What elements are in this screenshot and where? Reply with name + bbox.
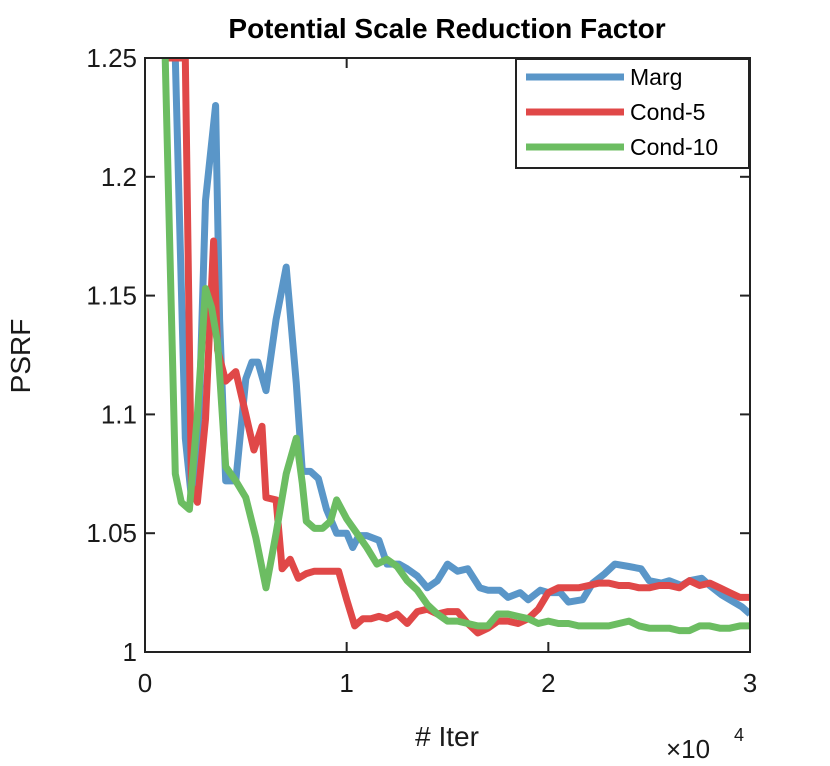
y-tick-label: 1.2: [101, 162, 137, 192]
x-tick-label: 0: [138, 668, 152, 698]
y-tick-label: 1.05: [86, 518, 137, 548]
x-multiplier: ×10 4: [666, 725, 744, 764]
tick-labels: 0 1 2 311.051.11.151.21.25: [86, 43, 757, 698]
series-line-marg: [165, 58, 750, 617]
series-line-cond-10: [161, 58, 750, 635]
x-multiplier-base: ×10: [666, 734, 710, 764]
x-tick-label: 1: [339, 668, 353, 698]
y-tick-label: 1.15: [86, 281, 137, 311]
y-tick-label: 1.25: [86, 43, 137, 73]
x-tick-label: 2: [541, 668, 555, 698]
legend-label-cond-5: Cond-5: [630, 99, 705, 125]
plot-frame-overlay: [144, 57, 751, 653]
y-axis-label: PSRF: [5, 319, 36, 394]
x-axis-label: # Iter: [415, 721, 479, 752]
x-multiplier-exponent: 4: [734, 725, 744, 745]
series-layer: [161, 58, 750, 637]
legend-label-cond-10: Cond-10: [630, 134, 718, 160]
y-tick-label: 1.1: [101, 399, 137, 429]
chart-title: Potential Scale Reduction Factor: [228, 13, 665, 44]
legend: Marg Cond-5 Cond-10: [515, 58, 750, 169]
x-tick-label: 3: [743, 668, 757, 698]
legend-label-marg: Marg: [630, 64, 682, 90]
y-tick-label: 1: [123, 637, 137, 667]
